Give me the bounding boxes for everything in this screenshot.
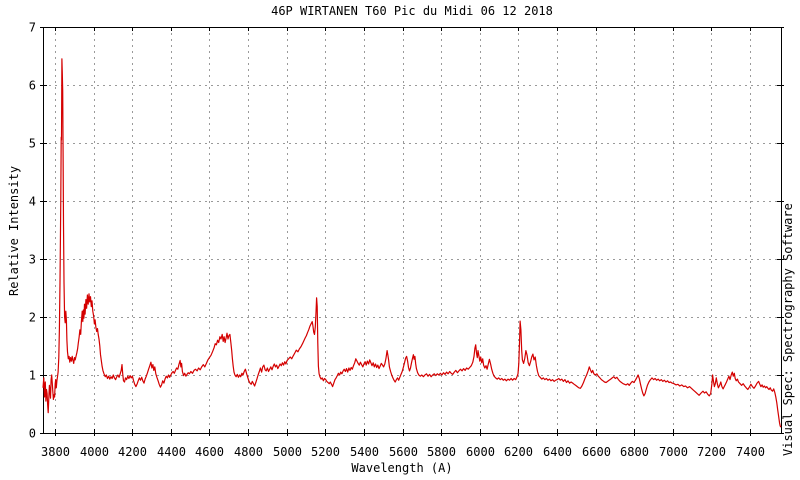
x-axis-tick-labels: 3800 4000 4200 4400 4600 4800 5000 5200 5400 5600… (41, 445, 765, 459)
x-tick-label: 4400 (157, 445, 186, 459)
x-tick-label: 6600 (582, 445, 611, 459)
y-tick-label: 7 (29, 21, 36, 35)
y-tick-label: 5 (29, 137, 36, 151)
x-tick-label: 5800 (427, 445, 456, 459)
x-tick-label: 7200 (697, 445, 726, 459)
y-tick-label: 1 (29, 369, 36, 383)
x-tick-label: 5200 (311, 445, 340, 459)
y-tick-label: 4 (29, 195, 36, 209)
spectrum-series-line (42, 58, 782, 428)
x-tick-label: 4800 (234, 445, 263, 459)
x-tick-label: 6200 (504, 445, 533, 459)
y-tick-label: 3 (29, 253, 36, 267)
y-tick-label: 2 (29, 311, 36, 325)
software-credit-label: Visual Spec: Spectrography Software (781, 203, 795, 456)
y-tick-label: 6 (29, 79, 36, 93)
chart-title: 46P WIRTANEN T60 Pic du Midi 06 12 2018 (271, 4, 553, 18)
x-tick-label: 5400 (350, 445, 379, 459)
x-tick-label: 7400 (736, 445, 765, 459)
x-tick-label: 7000 (659, 445, 688, 459)
x-axis-label: Wavelength (A) (351, 461, 452, 475)
x-tick-label: 4000 (80, 445, 109, 459)
y-axis-tick-labels: 0 1 2 3 4 5 6 7 (29, 21, 36, 441)
x-tick-label: 6400 (543, 445, 572, 459)
plot-border (43, 27, 782, 434)
x-tick-label: 4200 (118, 445, 147, 459)
x-tick-label: 3800 (41, 445, 70, 459)
x-tick-label: 5600 (389, 445, 418, 459)
x-tick-label: 4600 (195, 445, 224, 459)
y-tick-label: 0 (29, 427, 36, 441)
grid-lines (43, 27, 781, 433)
y-axis-label: Relative Intensity (7, 166, 21, 296)
x-tick-label: 6800 (620, 445, 649, 459)
x-tick-label: 5000 (273, 445, 302, 459)
x-tick-label: 6000 (466, 445, 495, 459)
